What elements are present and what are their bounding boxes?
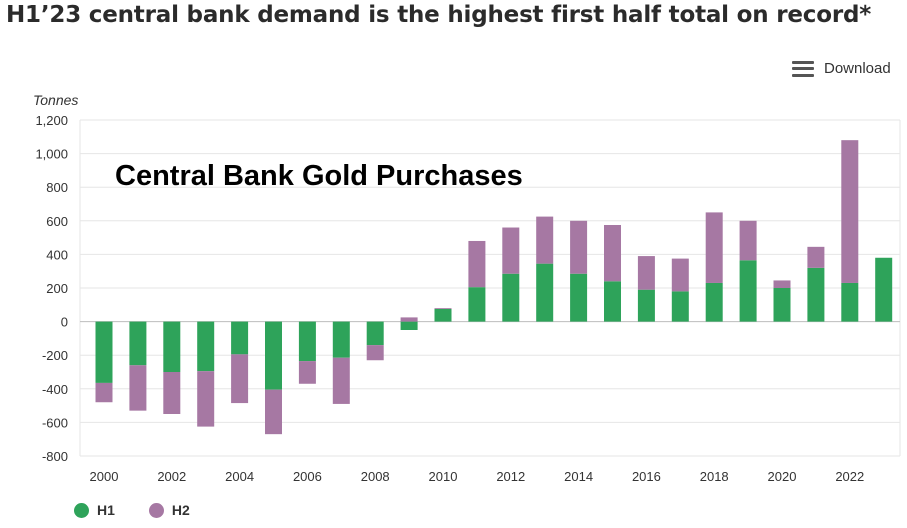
bar-h1-2001 [129, 321, 147, 366]
y-tick-label-1m200: 1,200 [35, 113, 68, 128]
bar-h1-2008 [366, 321, 384, 346]
bar-h2-2004 [231, 354, 249, 404]
bar-h1-2000 [95, 321, 113, 383]
legend-item-h1[interactable]: H1 [74, 502, 115, 518]
bar-h1-2004 [231, 321, 249, 355]
bar-h1-2013 [536, 263, 554, 322]
menu-icon [792, 60, 814, 77]
y-axis-label: Tonnes [33, 92, 79, 108]
bar-h1-2014 [570, 273, 588, 322]
bar-h2-2011 [468, 240, 486, 288]
page-title: H1’23 central bank demand is the highest… [6, 2, 872, 28]
bar-h2-2013 [536, 216, 554, 264]
x-tick-label-2016: 2016 [632, 469, 661, 484]
bar-h1-2007 [332, 321, 350, 358]
bar-h1-2017 [671, 291, 689, 322]
x-tick-label-2018: 2018 [700, 469, 729, 484]
y-tick-label-200: 200 [46, 281, 68, 296]
legend-swatch-h2 [148, 502, 164, 518]
bar-h2-2014 [570, 220, 588, 274]
bar-h2-2008 [366, 345, 384, 361]
bar-h1-2023 [875, 257, 893, 322]
bar-h2-2021 [807, 246, 825, 268]
x-tick-label-2014: 2014 [564, 469, 593, 484]
y-tick-label-800: -800 [42, 449, 68, 464]
bar-h2-2010 [434, 308, 452, 309]
legend-label-h2: H2 [171, 502, 190, 518]
y-tick-label-800: 800 [46, 180, 68, 195]
y-tick-label-200: -200 [42, 348, 68, 363]
bar-h2-2020 [773, 280, 791, 288]
x-tick-label-2020: 2020 [768, 469, 797, 484]
bar-h1-2020 [773, 288, 791, 322]
bar-h1-2015 [604, 281, 621, 322]
download-label: Download [824, 60, 891, 77]
y-tick-label-1m000: 1,000 [35, 147, 68, 162]
legend: H1 H2 [74, 502, 190, 518]
x-tick-label-2006: 2006 [293, 469, 322, 484]
y-tick-label-600: 600 [46, 214, 68, 229]
bar-h1-2005 [265, 321, 282, 390]
x-tick-label-2002: 2002 [157, 469, 186, 484]
y-tick-label-400: 400 [46, 247, 68, 262]
x-tick-label-2008: 2008 [361, 469, 390, 484]
bar-h1-2009 [400, 321, 418, 330]
bar-h2-2009 [400, 317, 418, 322]
bar-h1-2006 [298, 321, 316, 362]
bar-h1-2011 [468, 287, 486, 322]
bar-h2-2000 [95, 382, 113, 403]
bar-h2-2016 [637, 256, 655, 290]
bar-h2-2012 [502, 227, 520, 274]
chart-title-overlay: Central Bank Gold Purchases [115, 160, 523, 192]
bar-h1-2002 [163, 321, 181, 372]
x-tick-label-2022: 2022 [835, 469, 864, 484]
bar-h2-2006 [298, 361, 316, 384]
bar-h2-2002 [163, 372, 181, 414]
bar-h2-2001 [129, 365, 147, 411]
bar-h1-2019 [739, 260, 757, 322]
bar-h2-2018 [705, 212, 723, 283]
download-button[interactable]: Download [792, 60, 891, 77]
bar-h1-2021 [807, 267, 825, 322]
bar-h2-2005 [265, 389, 282, 435]
bar-h2-2019 [739, 220, 757, 261]
y-tick-label-600: -600 [42, 415, 68, 430]
bar-h1-2016 [637, 289, 655, 322]
x-tick-label-2000: 2000 [90, 469, 119, 484]
y-tick-label-0: 0 [61, 315, 68, 330]
bar-h2-2015 [604, 225, 621, 282]
bar-h1-2018 [705, 282, 723, 322]
y-tick-label-400: -400 [42, 382, 68, 397]
x-tick-label-2004: 2004 [225, 469, 254, 484]
bar-h1-2003 [197, 321, 215, 372]
bar-h2-2017 [671, 258, 689, 292]
x-tick-label-2010: 2010 [429, 469, 458, 484]
x-tick-label-2012: 2012 [496, 469, 525, 484]
legend-label-h1: H1 [97, 502, 115, 518]
bar-h1-2010 [434, 309, 452, 322]
bar-h2-2007 [332, 357, 350, 404]
legend-item-h2[interactable]: H2 [148, 502, 190, 518]
bar-h2-2003 [197, 371, 215, 427]
bar-h1-2022 [841, 282, 859, 322]
bar-h2-2022 [841, 140, 859, 283]
bar-h1-2012 [502, 273, 520, 322]
legend-swatch-h1 [74, 502, 89, 518]
